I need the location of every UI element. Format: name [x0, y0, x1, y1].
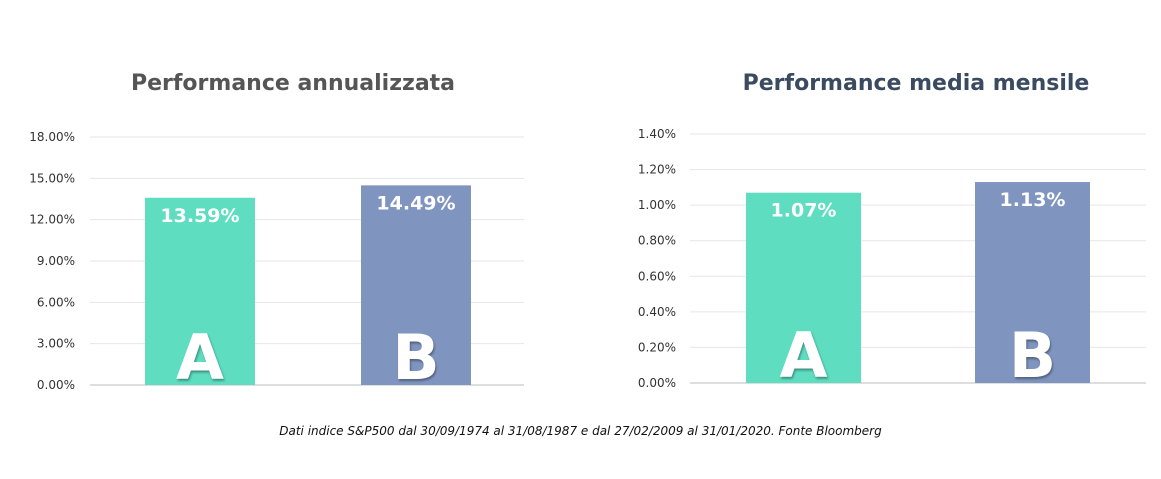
- monthly-y-tick-label: 1.00%: [638, 198, 676, 212]
- monthly-y-tick-label: 0.00%: [638, 376, 676, 390]
- annual-category-label: B: [392, 321, 439, 394]
- monthly-y-tick-label: 0.80%: [638, 234, 676, 248]
- monthly-y-tick-label: 0.40%: [638, 305, 676, 319]
- annual-y-tick-label: 15.00%: [29, 171, 75, 185]
- monthly-data-label: 1.07%: [771, 200, 837, 222]
- monthly-bar-a: [746, 192, 861, 383]
- annual-data-label: 13.59%: [160, 205, 239, 227]
- annual-y-tick-label: 6.00%: [37, 295, 75, 309]
- monthly-category-label: B: [1009, 319, 1056, 392]
- annual-bar-a: [145, 197, 255, 385]
- annual-bar-b: [361, 185, 471, 385]
- annual-category-label: A: [176, 321, 224, 394]
- annual-y-tick-label: 3.00%: [37, 337, 75, 351]
- monthly-y-tick-label: 1.20%: [638, 163, 676, 177]
- monthly-y-tick-label: 0.60%: [638, 269, 676, 283]
- monthly-chart-title: Performance media mensile: [743, 71, 1090, 96]
- annual-chart-title: Performance annualizzata: [131, 71, 455, 96]
- annual-y-tick-label: 12.00%: [29, 213, 75, 227]
- monthly-y-tick-label: 0.20%: [638, 340, 676, 354]
- annual-y-tick-label: 18.00%: [29, 130, 75, 144]
- monthly-category-label: A: [780, 319, 828, 392]
- monthly-bar-b: [975, 182, 1090, 383]
- annual-data-label: 14.49%: [376, 192, 455, 214]
- monthly-data-label: 1.13%: [1000, 189, 1066, 211]
- annual-y-tick-label: 9.00%: [37, 254, 75, 268]
- source-footnote: Dati indice S&P500 dal 30/09/1974 al 31/…: [279, 424, 882, 438]
- annual-y-tick-label: 0.00%: [37, 378, 75, 392]
- monthly-y-tick-label: 1.40%: [638, 127, 676, 141]
